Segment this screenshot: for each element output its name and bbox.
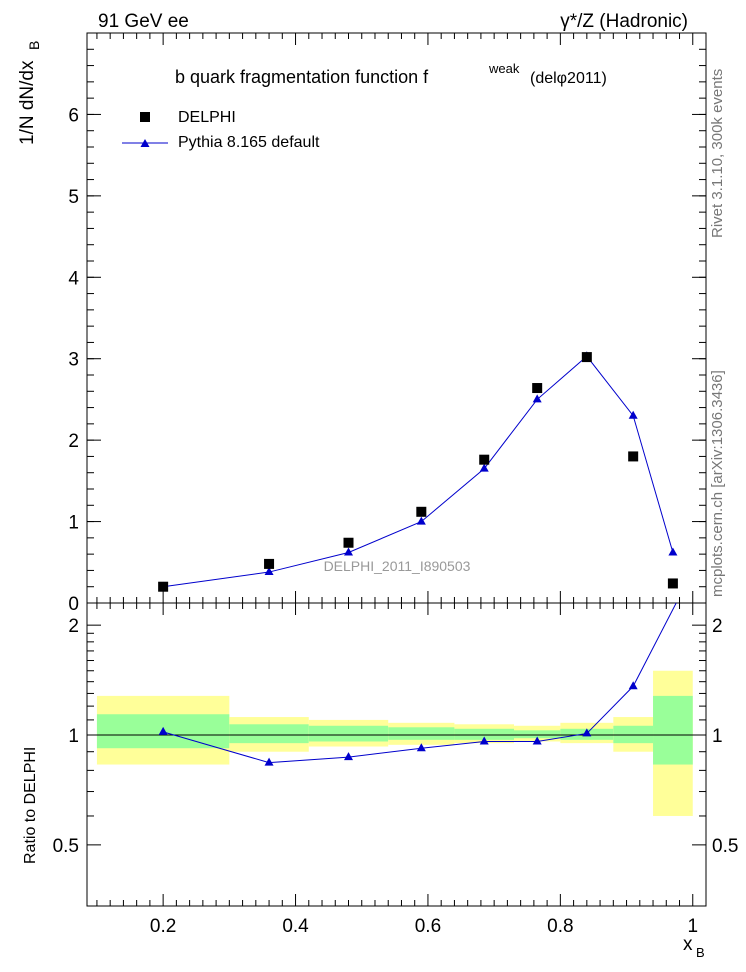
main-y-axis-label: 1/N dN/dx (17, 60, 38, 145)
delphi-point (581, 352, 592, 363)
delphi-point (264, 558, 275, 569)
ratio-y-tick-label: 2 (68, 616, 79, 637)
pythia-point (416, 516, 426, 525)
pythia-point (479, 463, 489, 472)
ratio-point (582, 728, 592, 737)
ratio-point (344, 752, 354, 761)
ratio-y-tick-label-right: 0.5 (712, 836, 738, 857)
main-y-tick-label: 0 (68, 594, 79, 615)
delphi-point (479, 454, 490, 465)
x-axis-label-subscript: B (696, 945, 705, 960)
ratio-y-tick-label-right: 1 (712, 726, 723, 747)
x-tick-label: 0.6 (415, 916, 441, 937)
chart-title-suffix: (delφ2011) (530, 70, 607, 87)
delphi-point (667, 578, 678, 589)
rivet-version-label: Rivet 3.1.10, 300k events (709, 69, 726, 238)
pythia-point (532, 394, 542, 403)
ratio-inner-band (308, 725, 389, 742)
x-tick-label: 1 (687, 916, 698, 937)
pythia-point (668, 547, 678, 556)
x-tick-label: 0.4 (282, 916, 309, 937)
legend-marker-pythia (140, 139, 150, 147)
ratio-y-tick-label-right: 2 (712, 616, 723, 637)
ratio-y-axis-label: Ratio to DELPHI (22, 747, 39, 864)
delphi-point (158, 581, 169, 592)
delphi-point (416, 506, 427, 517)
ratio-point (416, 743, 426, 752)
x-tick-label: 0.2 (150, 916, 176, 937)
ratio-panel: 0.5 0.51 12 20.2 0.4 0.6 0.8 1 Ratio to DELPHI … (22, 602, 738, 960)
legend-label-pythia: Pythia 8.165 default (178, 134, 320, 151)
main-y-tick-label: 5 (68, 187, 79, 208)
ratio-point (158, 726, 168, 735)
header-right-label: γ*/Z (Hadronic) (560, 11, 688, 32)
x-axis-label: x (683, 934, 693, 955)
ratio-inner-band (454, 728, 515, 740)
delphi-point (628, 451, 639, 462)
main-y-tick-label: 2 (68, 431, 79, 452)
chart-title: b quark fragmentation function f (175, 67, 429, 87)
main-y-tick-label: 6 (68, 105, 79, 126)
mcplots-credit-label: mcplots.cern.ch [arXiv:1306.3436] (709, 370, 726, 597)
ratio-plot-frame (86, 602, 707, 907)
pythia-point (628, 410, 638, 419)
ratio-inner-band (388, 727, 455, 740)
ratio-y-tick-label: 0.5 (53, 836, 79, 857)
ratio-point (628, 681, 638, 690)
pythia-point (344, 547, 354, 556)
delphi-point (532, 383, 543, 394)
ratio-point (532, 736, 542, 745)
x-tick-label: 0.8 (547, 916, 573, 937)
legend-label-delphi: DELPHI (178, 109, 236, 126)
ratio-point (479, 736, 489, 745)
ratio-inner-band (613, 725, 654, 744)
header-left-label: 91 GeV ee (98, 11, 189, 32)
main-y-tick-label: 3 (68, 350, 79, 371)
main-y-tick-label: 4 (68, 268, 79, 289)
pythia-series-line (163, 355, 674, 588)
pythia-point (264, 567, 274, 576)
ratio-y-tick-label: 1 (68, 726, 79, 747)
main-y-axis-label-subscript: B (26, 41, 42, 50)
ratio-point (264, 757, 274, 766)
ratio-inner-band (653, 695, 693, 765)
ratio-inner-band (514, 730, 561, 739)
chart-title-superscript: weak (488, 61, 520, 76)
ratio-inner-band (229, 724, 309, 744)
main-y-tick-label: 1 (68, 513, 79, 534)
analysis-id-label: DELPHI_2011_I890503 (324, 558, 471, 574)
main-panel: 0 1 2 3 4 5 6 b quark fragmentation function f… (17, 32, 707, 615)
delphi-point (343, 537, 354, 548)
legend-marker-delphi (140, 112, 150, 122)
